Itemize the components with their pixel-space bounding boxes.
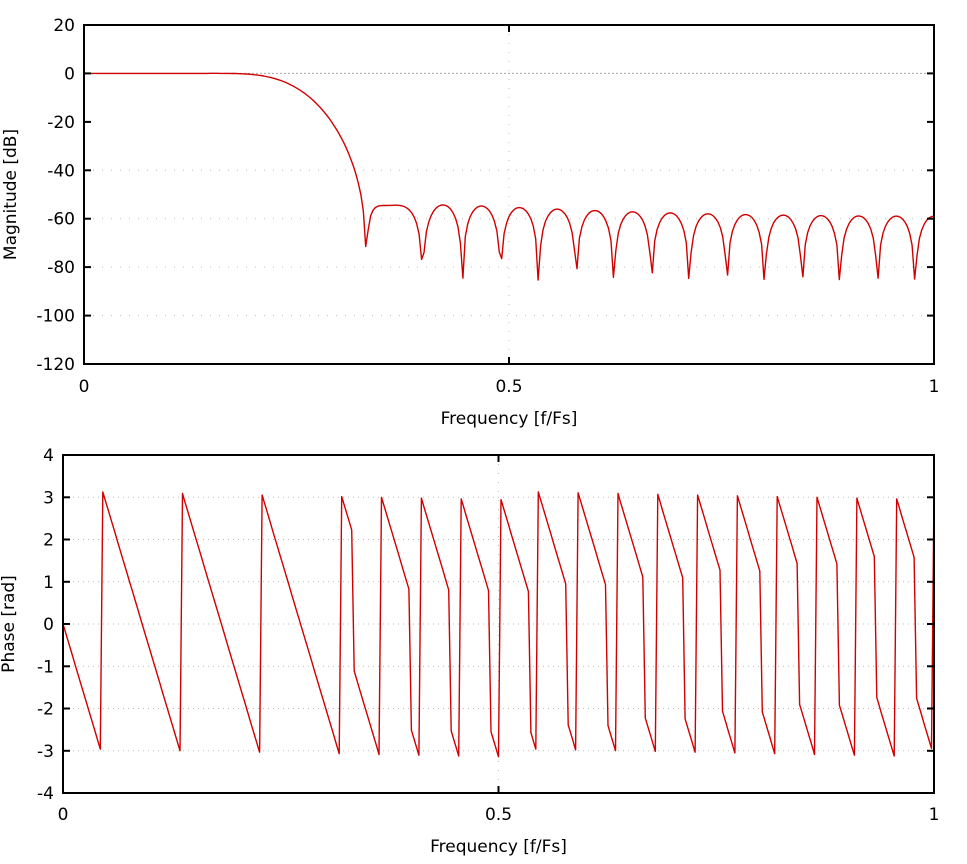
y-tick-label: -4 [37,784,54,804]
x-tick-label: 1 [929,805,940,825]
y-tick-label: -40 [47,161,75,181]
y-tick-label: 0 [64,64,75,84]
y-tick-label: -2 [37,700,54,720]
y-axis-title: Magnitude [dB] [1,129,21,260]
x-tick-label: 0.5 [495,377,522,397]
x-axis-title: Frequency [f/Fs] [441,409,578,429]
x-tick-label: 1 [929,377,940,397]
x-axis-title: Frequency [f/Fs] [430,837,567,857]
magnitude-curve [84,72,934,281]
y-axis-title: Phase [rad] [0,575,19,673]
x-tick-label: 0 [79,377,90,397]
y-tick-label: -80 [47,258,75,278]
y-tick-label: 20 [53,16,75,36]
phase-curve [63,491,934,758]
x-tick-label: 0.5 [485,805,512,825]
y-tick-label: -1 [37,657,54,677]
y-tick-label: 1 [43,573,54,593]
y-tick-label: 3 [43,488,54,508]
y-tick-label: -100 [36,307,75,327]
y-tick-label: 0 [43,615,54,635]
y-tick-label: 2 [43,531,54,551]
y-tick-label: -120 [36,355,75,375]
y-tick-label: -3 [37,742,54,762]
y-tick-label: -60 [47,210,75,230]
x-tick-label: 0 [58,805,69,825]
y-tick-label: -20 [47,113,75,133]
y-tick-label: 4 [43,446,54,466]
